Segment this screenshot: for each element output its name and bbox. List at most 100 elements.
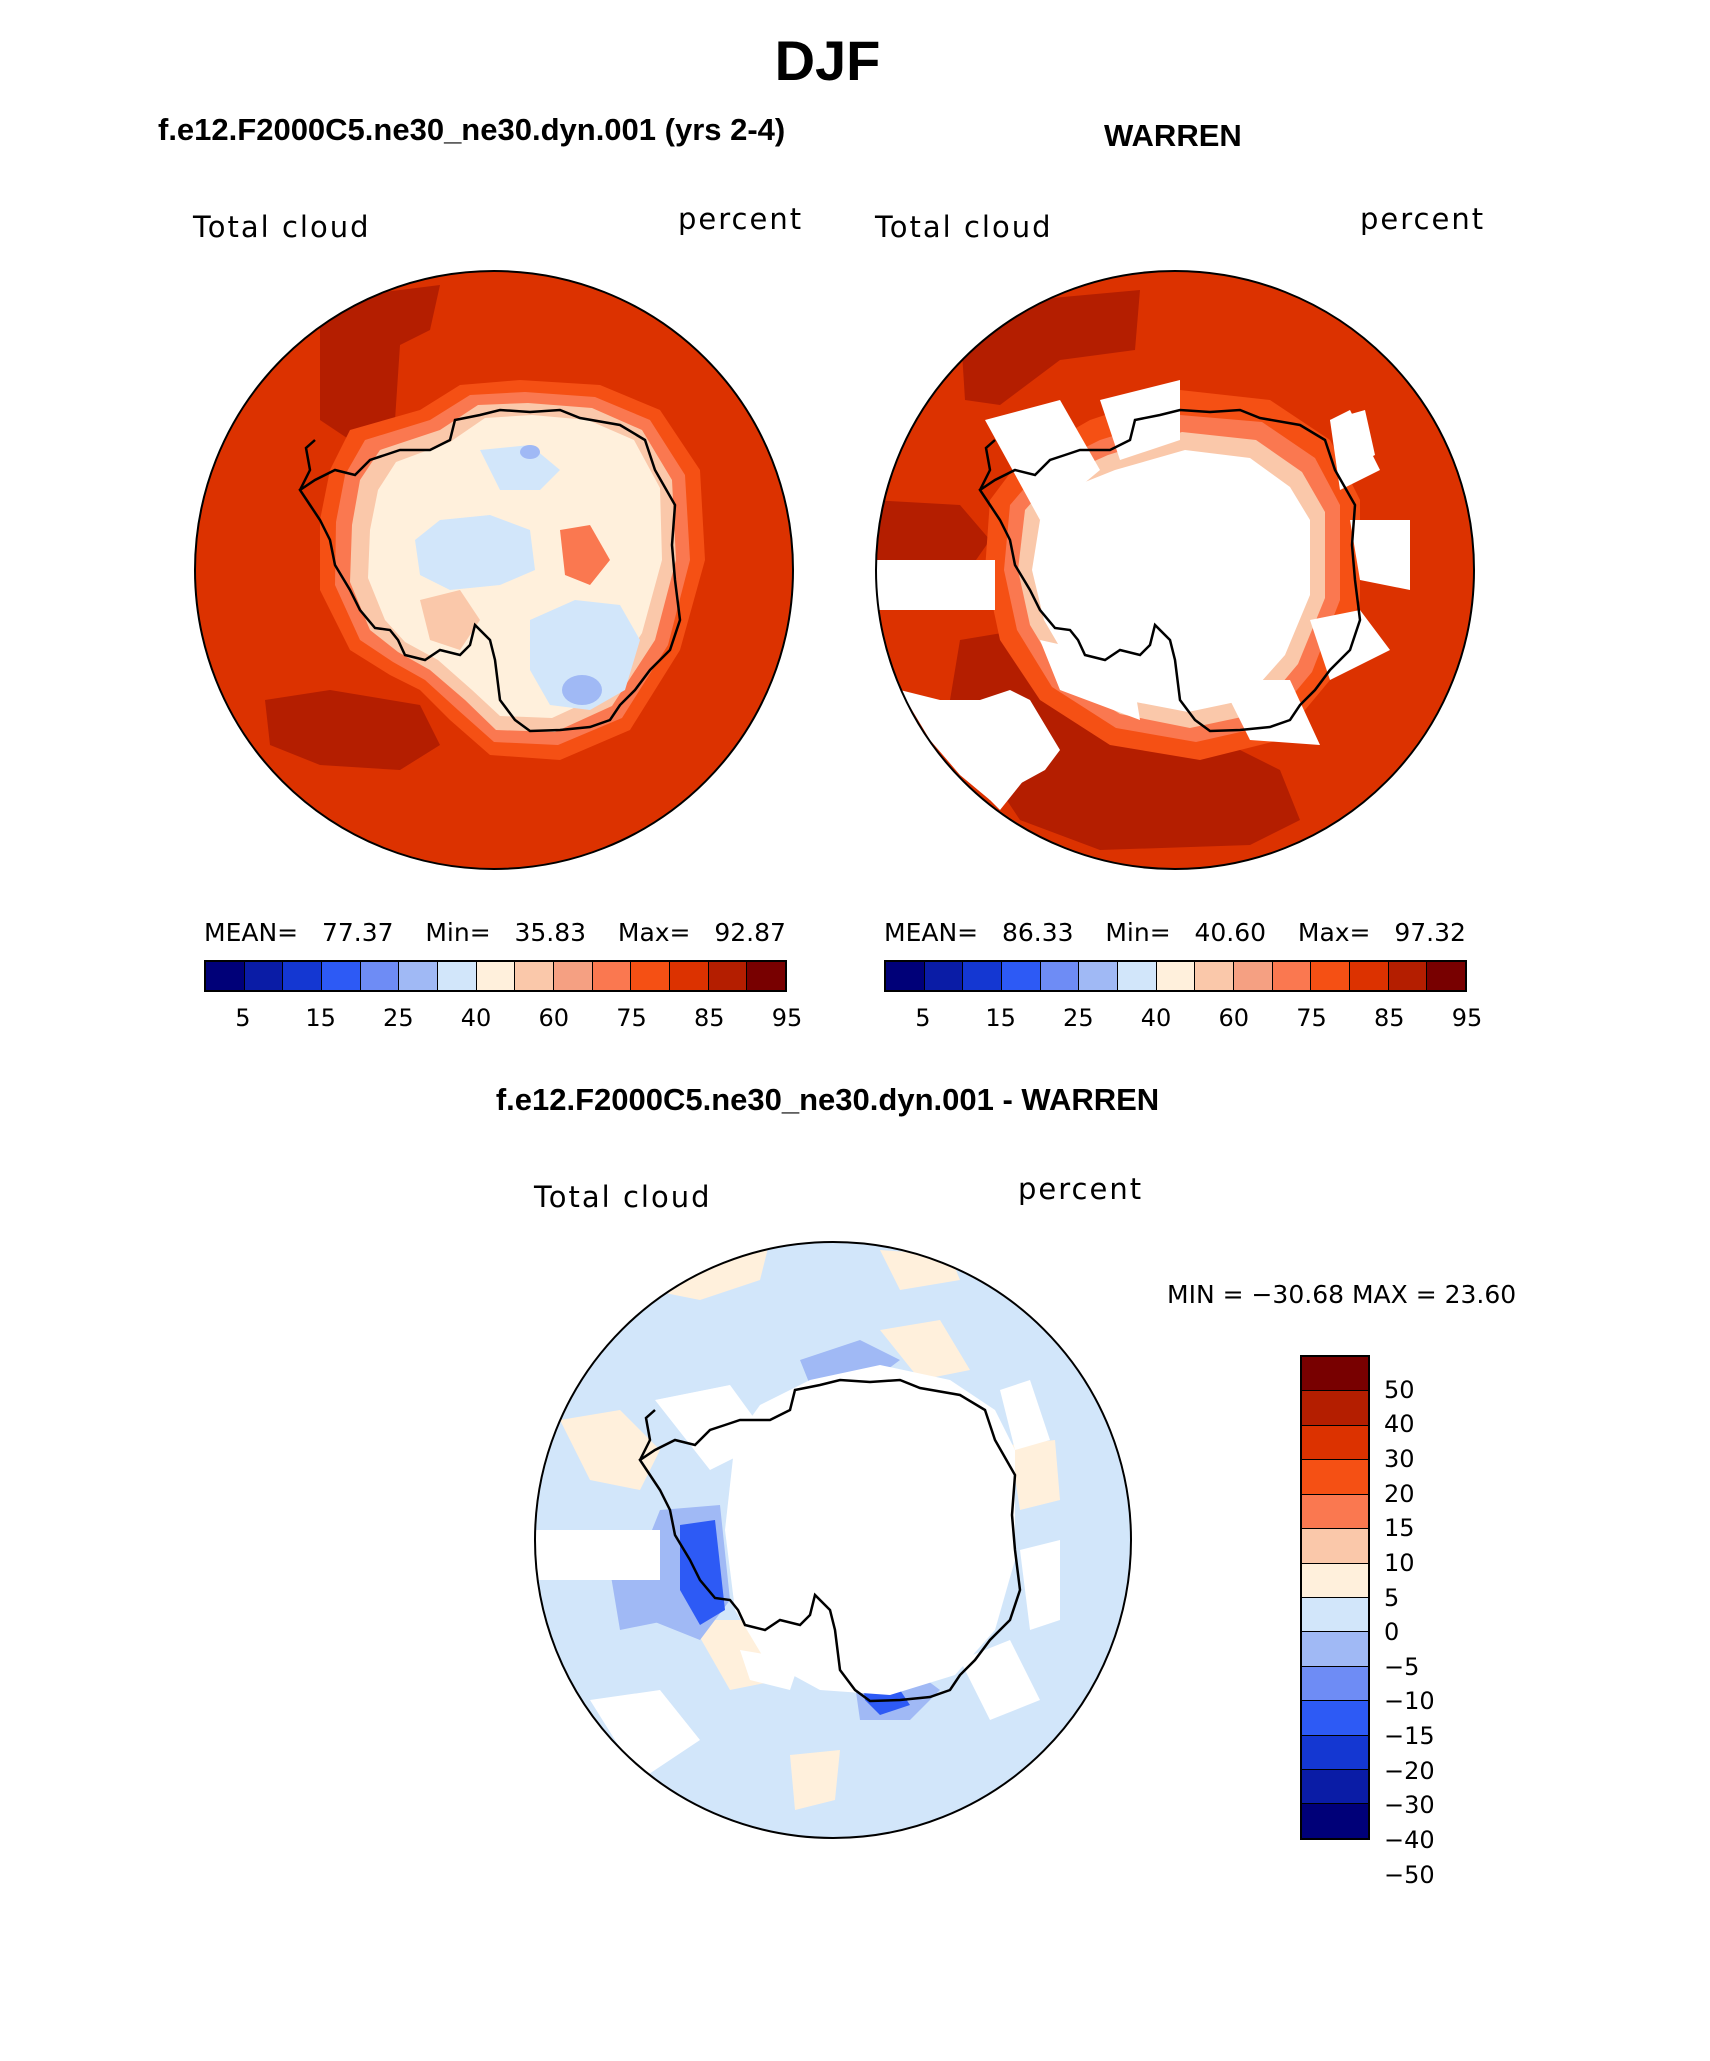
panel3-missing-data-sector [740, 1650, 800, 1690]
colorbar-tick-label: 95 [1451, 1004, 1483, 1032]
panel3-strong-negative-anomaly [680, 1520, 725, 1625]
colorbar-tick-label: 40 [1384, 1410, 1415, 1439]
panel2-missing-data-sector [930, 715, 1040, 810]
panel3-missing-data-sector [535, 1530, 660, 1580]
colorbar-swatch [631, 962, 671, 990]
panel1-colorbar [204, 960, 787, 992]
colorbar-swatch [1302, 1357, 1368, 1392]
colorbar-tick-label: −10 [1384, 1687, 1435, 1716]
panel1-high-cloud-region [265, 690, 440, 770]
panel3-map-border [534, 1241, 1132, 1839]
colorbar-swatch [1118, 962, 1157, 990]
colorbar-tick-label: −30 [1384, 1791, 1435, 1820]
colorbar-tick-label: 15 [1384, 1514, 1415, 1543]
colorbar-swatch [1311, 962, 1351, 990]
panel2-missing-data-sector [1330, 410, 1375, 470]
panel3-missing-data-sector [1020, 1540, 1060, 1630]
panel2-margin-band [985, 390, 1360, 760]
colorbar-tick-label: 60 [538, 1004, 570, 1032]
panel3-negative-anomaly [640, 1505, 730, 1640]
colorbar-swatch [670, 962, 709, 990]
panel1-high-cloud-region [320, 285, 440, 440]
colorbar-swatch [1302, 1735, 1368, 1771]
colorbar-tick-label: 5 [1384, 1583, 1400, 1612]
panel3-positive-anomaly [560, 1410, 660, 1490]
panel1-orange-patch [560, 525, 610, 585]
antarctic-peninsula-coast [298, 439, 316, 491]
colorbar-swatch [1302, 1770, 1368, 1805]
panel2-missing-data-sector [985, 400, 1100, 520]
colorbar-swatch [747, 962, 786, 990]
panel2-variable-label: Total cloud [875, 210, 1053, 244]
panel2-case-title: WARREN [1104, 118, 1242, 153]
panel1-min-label: Min= [425, 918, 491, 947]
panel2-high-cloud-region [876, 500, 990, 590]
colorbar-tick-label: 40 [460, 1004, 492, 1032]
panel1-margin-band [320, 380, 705, 760]
panel2-max-value: 97.32 [1394, 918, 1466, 947]
colorbar-swatch [360, 962, 400, 990]
panel2-missing-data-sector [1100, 380, 1180, 460]
panel3-missing-data-interior [725, 1365, 1015, 1695]
colorbar-tick-label: 5 [235, 1004, 251, 1032]
panel1-map-border [194, 270, 794, 870]
panel1-low-cloud-region [415, 515, 535, 590]
colorbar-swatch [1427, 962, 1466, 990]
antarctic-peninsula-coast [978, 439, 996, 491]
panel2-margin-band [1004, 415, 1340, 742]
colorbar-tick-label: 15 [305, 1004, 336, 1032]
panel1-ocean-field [195, 271, 793, 869]
colorbar-swatch [1079, 962, 1119, 990]
colorbar-swatch [1156, 962, 1196, 990]
panel1-low-cloud-region [530, 600, 640, 710]
panel1-min-value: 35.83 [514, 918, 587, 947]
colorbar-swatch [1302, 1529, 1368, 1564]
panel1-units-label: percent [678, 202, 804, 236]
colorbar-tick-label: −20 [1384, 1756, 1435, 1785]
figure-title: DJF [774, 29, 881, 92]
panel2-ocean-field [876, 271, 1474, 869]
colorbar-tick-label: 60 [1218, 1004, 1250, 1032]
colorbar-tick-label: 5 [915, 1004, 931, 1032]
panel1-margin-band [350, 403, 676, 732]
panel3-positive-anomaly [880, 1250, 960, 1290]
panel3-missing-data-sector [1000, 1380, 1050, 1450]
colorbar-tick-label: 40 [1140, 1004, 1172, 1032]
panel2-missing-data-sector [1310, 610, 1390, 680]
colorbar-swatch [1302, 1701, 1368, 1736]
colorbar-swatch [1040, 962, 1080, 990]
panel2-missing-data-sector [1040, 640, 1140, 720]
colorbar-swatch [924, 962, 964, 990]
panel3-positive-anomaly [690, 1620, 780, 1690]
colorbar-swatch [963, 962, 1003, 990]
colorbar-tick-label: 50 [1384, 1375, 1415, 1404]
colorbar-swatch [708, 962, 748, 990]
panel2-high-cloud-region [960, 290, 1140, 405]
colorbar-tick-label: 85 [1373, 1004, 1405, 1032]
panel2-missing-data-interior [1032, 450, 1310, 712]
colorbar-swatch [1002, 962, 1041, 990]
colorbar-swatch [886, 962, 925, 990]
panel3-negative-anomaly [850, 1650, 940, 1720]
panel1-orange-patch [420, 590, 480, 650]
colorbar-tick-label: 15 [985, 1004, 1016, 1032]
colorbar-swatch [476, 962, 516, 990]
panel2-mean-label: MEAN= [884, 918, 979, 947]
colorbar-swatch [1302, 1666, 1368, 1702]
panel3-negative-anomaly [800, 1340, 900, 1390]
colorbar-swatch [1350, 962, 1389, 990]
panel1-interior-region [368, 415, 662, 718]
antarctica-coastline [638, 1378, 1022, 1703]
panel3-positive-anomaly [880, 1320, 970, 1380]
colorbar-swatch [399, 962, 439, 990]
panel2-max-label: Max= [1297, 918, 1371, 947]
colorbar-swatch [1302, 1597, 1368, 1633]
panel2-missing-data-sector [1220, 680, 1320, 745]
colorbar-tick-label: −15 [1384, 1722, 1435, 1751]
panel3-strong-negative-anomaly [860, 1660, 910, 1715]
panel1-stats-line: MEAN= 77.37 Min= 35.83 Max= 92.87 [204, 918, 786, 947]
colorbar-swatch [592, 962, 632, 990]
colorbar-swatch [1302, 1425, 1368, 1461]
panel1-max-value: 92.87 [714, 918, 786, 947]
panel3-missing-data-sector [655, 1385, 770, 1470]
